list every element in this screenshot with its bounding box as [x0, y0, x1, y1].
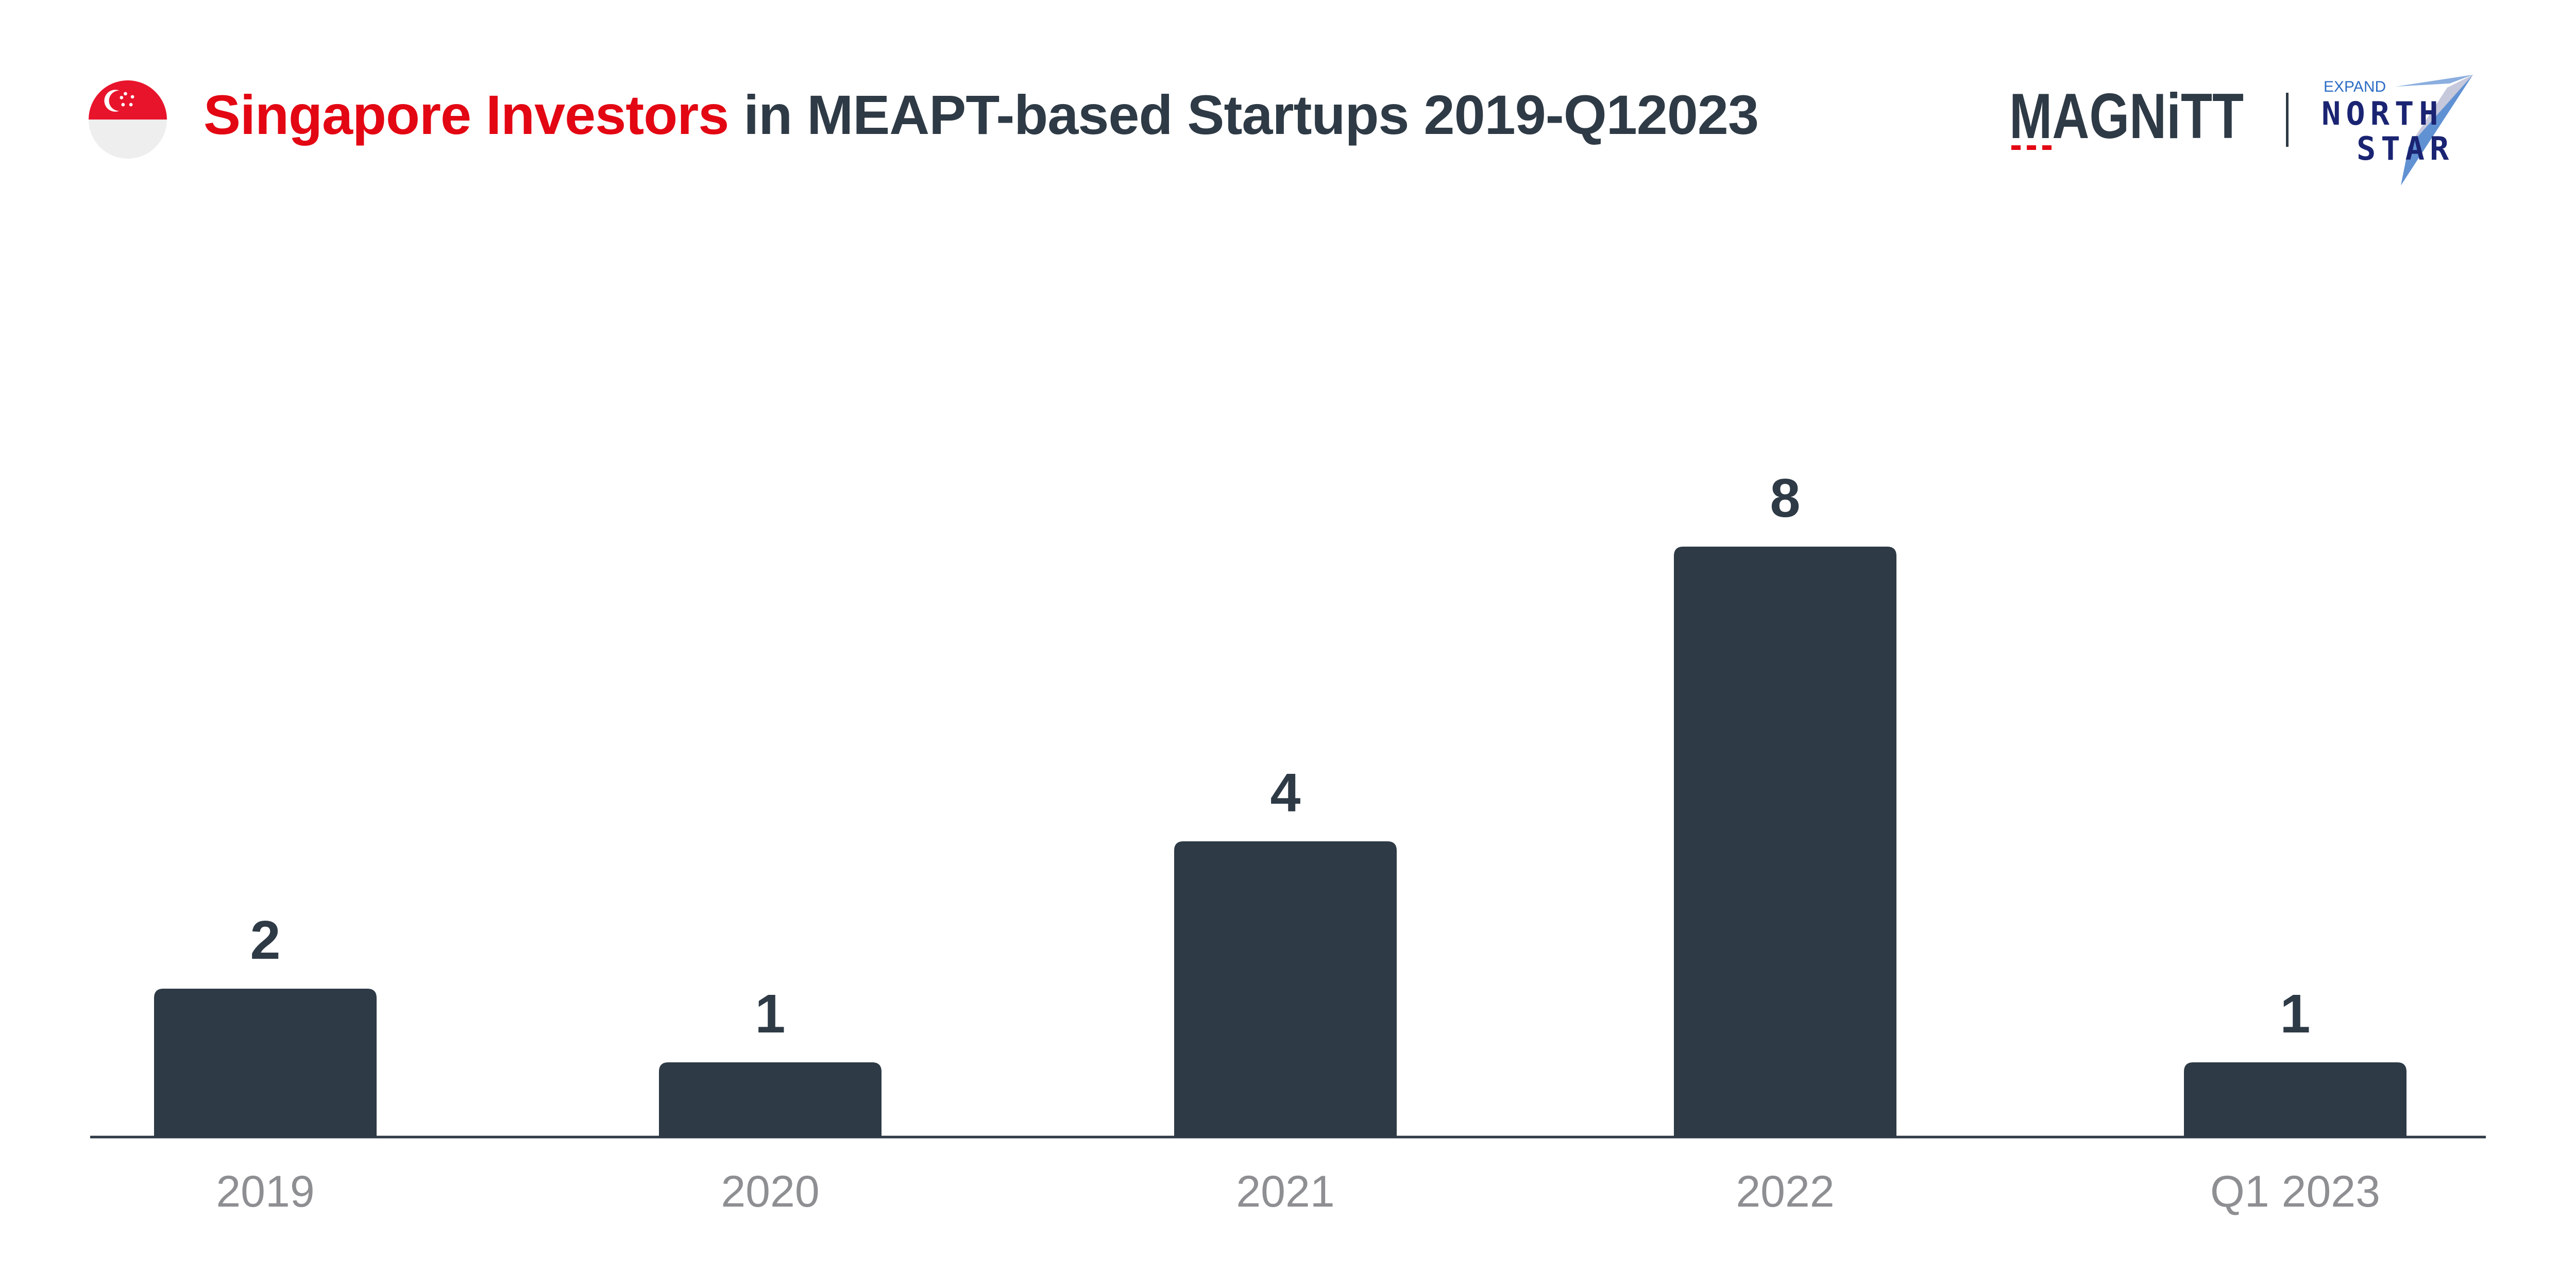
magnitt-logo: MAGNiTT — [2009, 82, 2244, 152]
data-label: 4 — [1270, 762, 1301, 823]
north-star-logo-line2: STAR — [2357, 130, 2454, 167]
data-label: 1 — [755, 984, 786, 1044]
north-star-logo-line1: NORTH — [2321, 95, 2444, 132]
magnitt-logo-text: MAGNiTT — [2009, 82, 2244, 152]
bar-2021 — [1174, 841, 1397, 1136]
chart-header: Singapore Investors in MEAPT-based Start… — [0, 0, 2576, 216]
x-tick-label: Q1 2023 — [2210, 1167, 2380, 1216]
singapore-flag-icon — [89, 80, 167, 159]
bar-2019 — [154, 989, 377, 1136]
x-tick-label: 2020 — [721, 1167, 819, 1216]
bar-2020 — [659, 1062, 882, 1136]
chart-title: Singapore Investors in MEAPT-based Start… — [204, 81, 1759, 148]
chart-title-highlight: Singapore Investors — [204, 83, 729, 146]
x-tick-label: 2022 — [1736, 1167, 1834, 1216]
chart-title-rest: in MEAPT-based Startups 2019-Q12023 — [728, 83, 1759, 146]
north-star-logo-small-text: EXPAND — [2324, 78, 2386, 95]
x-tick-label: 2019 — [216, 1167, 314, 1216]
bar-q1-2023 — [2184, 1062, 2406, 1136]
logo-divider — [2286, 93, 2289, 147]
bar-2022 — [1674, 547, 1896, 1136]
data-label: 8 — [1770, 468, 1801, 529]
north-star-logo: EXPAND NORTH STAR — [2321, 75, 2473, 185]
data-label: 2 — [250, 910, 281, 971]
x-tick-label: 2021 — [1236, 1167, 1334, 1216]
data-label: 1 — [2280, 984, 2311, 1044]
